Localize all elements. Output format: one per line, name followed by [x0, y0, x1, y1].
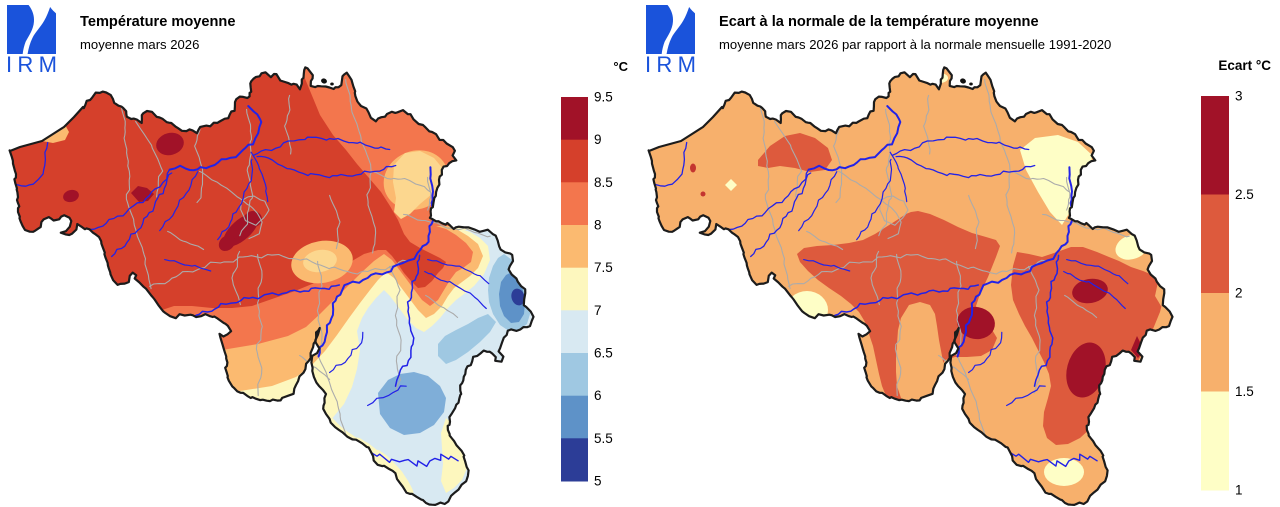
svg-text:7: 7	[594, 303, 602, 318]
svg-text:9.5: 9.5	[594, 90, 613, 105]
svg-text:2: 2	[1235, 286, 1243, 301]
svg-text:9: 9	[594, 132, 602, 147]
svg-text:2.5: 2.5	[1235, 187, 1254, 202]
svg-text:1.5: 1.5	[1235, 384, 1254, 399]
svg-text:IRM: IRM	[645, 52, 696, 77]
svg-text:5: 5	[594, 474, 602, 489]
svg-text:°C: °C	[613, 59, 628, 74]
svg-text:IRM: IRM	[6, 52, 57, 77]
svg-text:8.5: 8.5	[594, 175, 613, 190]
svg-text:6.5: 6.5	[594, 346, 613, 361]
svg-text:7.5: 7.5	[594, 260, 613, 275]
svg-text:3: 3	[1235, 89, 1243, 104]
svg-text:5.5: 5.5	[594, 431, 613, 446]
svg-text:8: 8	[594, 218, 602, 233]
svg-text:1: 1	[1235, 483, 1243, 498]
svg-text:Ecart °C: Ecart °C	[1218, 58, 1271, 73]
svg-text:6: 6	[594, 388, 602, 403]
